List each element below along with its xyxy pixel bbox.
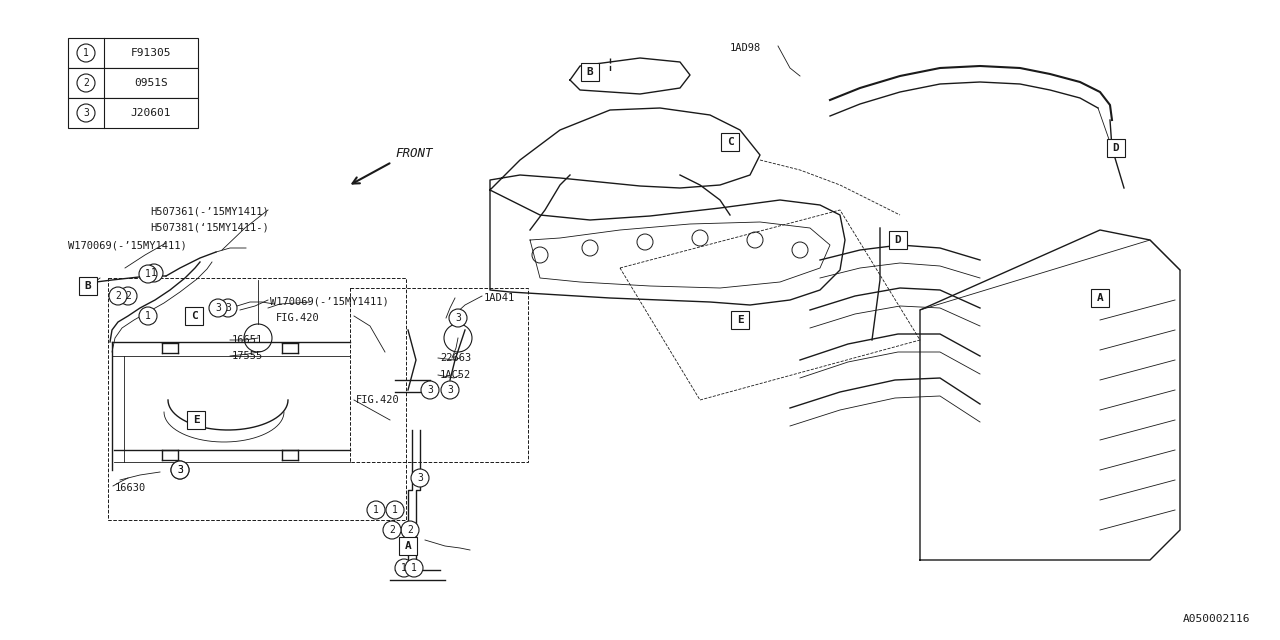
Bar (731, 311, 749, 329)
Text: C: C (191, 311, 197, 321)
Bar (581, 63, 599, 81)
Circle shape (219, 299, 237, 317)
Text: F91305: F91305 (131, 48, 172, 58)
Circle shape (387, 501, 404, 519)
Circle shape (383, 521, 401, 539)
Text: FRONT: FRONT (396, 147, 433, 160)
Bar (68, 68, 198, 98)
Text: 22663: 22663 (440, 353, 471, 363)
Text: 16651: 16651 (232, 335, 264, 345)
Text: 3: 3 (177, 465, 183, 475)
Text: 1AC52: 1AC52 (440, 370, 471, 380)
Text: D: D (895, 235, 901, 245)
Bar (68, 38, 198, 68)
Text: B: B (586, 67, 594, 77)
Bar (890, 231, 908, 249)
Circle shape (140, 265, 157, 283)
Text: 2: 2 (389, 525, 396, 535)
Text: 3: 3 (417, 473, 422, 483)
Text: 3: 3 (177, 465, 183, 475)
Bar (187, 411, 205, 429)
Text: C: C (727, 137, 733, 147)
Circle shape (209, 299, 227, 317)
Text: W170069(-’15MY1411): W170069(-’15MY1411) (270, 297, 389, 307)
Text: 1: 1 (145, 269, 151, 279)
Text: FIG.420: FIG.420 (356, 395, 399, 405)
Text: 3: 3 (447, 385, 453, 395)
Bar (1091, 289, 1108, 307)
Text: B: B (84, 281, 91, 291)
Text: 1: 1 (372, 505, 379, 515)
Text: 3: 3 (456, 313, 461, 323)
Circle shape (109, 287, 127, 305)
Bar (721, 133, 739, 151)
Text: 1AD98: 1AD98 (730, 43, 762, 53)
Text: W170069(-’15MY1411): W170069(-’15MY1411) (68, 240, 187, 250)
Text: 1AD41: 1AD41 (484, 293, 516, 303)
Bar (68, 98, 198, 128)
Bar (1107, 139, 1125, 157)
Text: 1: 1 (83, 48, 88, 58)
Bar (79, 277, 97, 295)
Circle shape (449, 309, 467, 327)
Text: 16630: 16630 (115, 483, 146, 493)
Circle shape (401, 521, 419, 539)
Bar (186, 307, 204, 325)
Circle shape (404, 559, 422, 577)
Circle shape (172, 461, 189, 479)
Text: 2: 2 (407, 525, 413, 535)
Text: A: A (404, 541, 411, 551)
Text: A: A (1097, 293, 1103, 303)
Circle shape (411, 469, 429, 487)
Circle shape (442, 381, 460, 399)
Text: 1: 1 (145, 311, 151, 321)
Text: 2: 2 (83, 78, 88, 88)
Text: 3: 3 (428, 385, 433, 395)
Text: D: D (1112, 143, 1120, 153)
Text: H507361(-’15MY1411): H507361(-’15MY1411) (150, 207, 269, 217)
Circle shape (421, 381, 439, 399)
Text: 0951S: 0951S (134, 78, 168, 88)
Text: 1: 1 (392, 505, 398, 515)
Text: E: E (192, 415, 200, 425)
Text: H507381(‘15MY1411-): H507381(‘15MY1411-) (150, 223, 269, 233)
Text: 1: 1 (401, 563, 407, 573)
Bar (108, 278, 406, 520)
Text: 3: 3 (215, 303, 221, 313)
Text: 17555: 17555 (232, 351, 264, 361)
Text: A050002116: A050002116 (1183, 614, 1251, 624)
Circle shape (145, 264, 163, 282)
Circle shape (172, 461, 189, 479)
Text: 1: 1 (151, 268, 157, 278)
Circle shape (77, 104, 95, 122)
Circle shape (77, 74, 95, 92)
Text: FIG.420: FIG.420 (276, 313, 320, 323)
Text: 3: 3 (225, 303, 230, 313)
Circle shape (119, 287, 137, 305)
Circle shape (367, 501, 385, 519)
Text: E: E (736, 315, 744, 325)
Circle shape (140, 307, 157, 325)
Text: 2: 2 (115, 291, 120, 301)
Bar (399, 537, 417, 555)
Circle shape (77, 44, 95, 62)
Circle shape (396, 559, 413, 577)
Text: 2: 2 (125, 291, 131, 301)
Text: 1: 1 (411, 563, 417, 573)
Bar (349, 288, 529, 462)
Text: J20601: J20601 (131, 108, 172, 118)
Text: 3: 3 (83, 108, 88, 118)
